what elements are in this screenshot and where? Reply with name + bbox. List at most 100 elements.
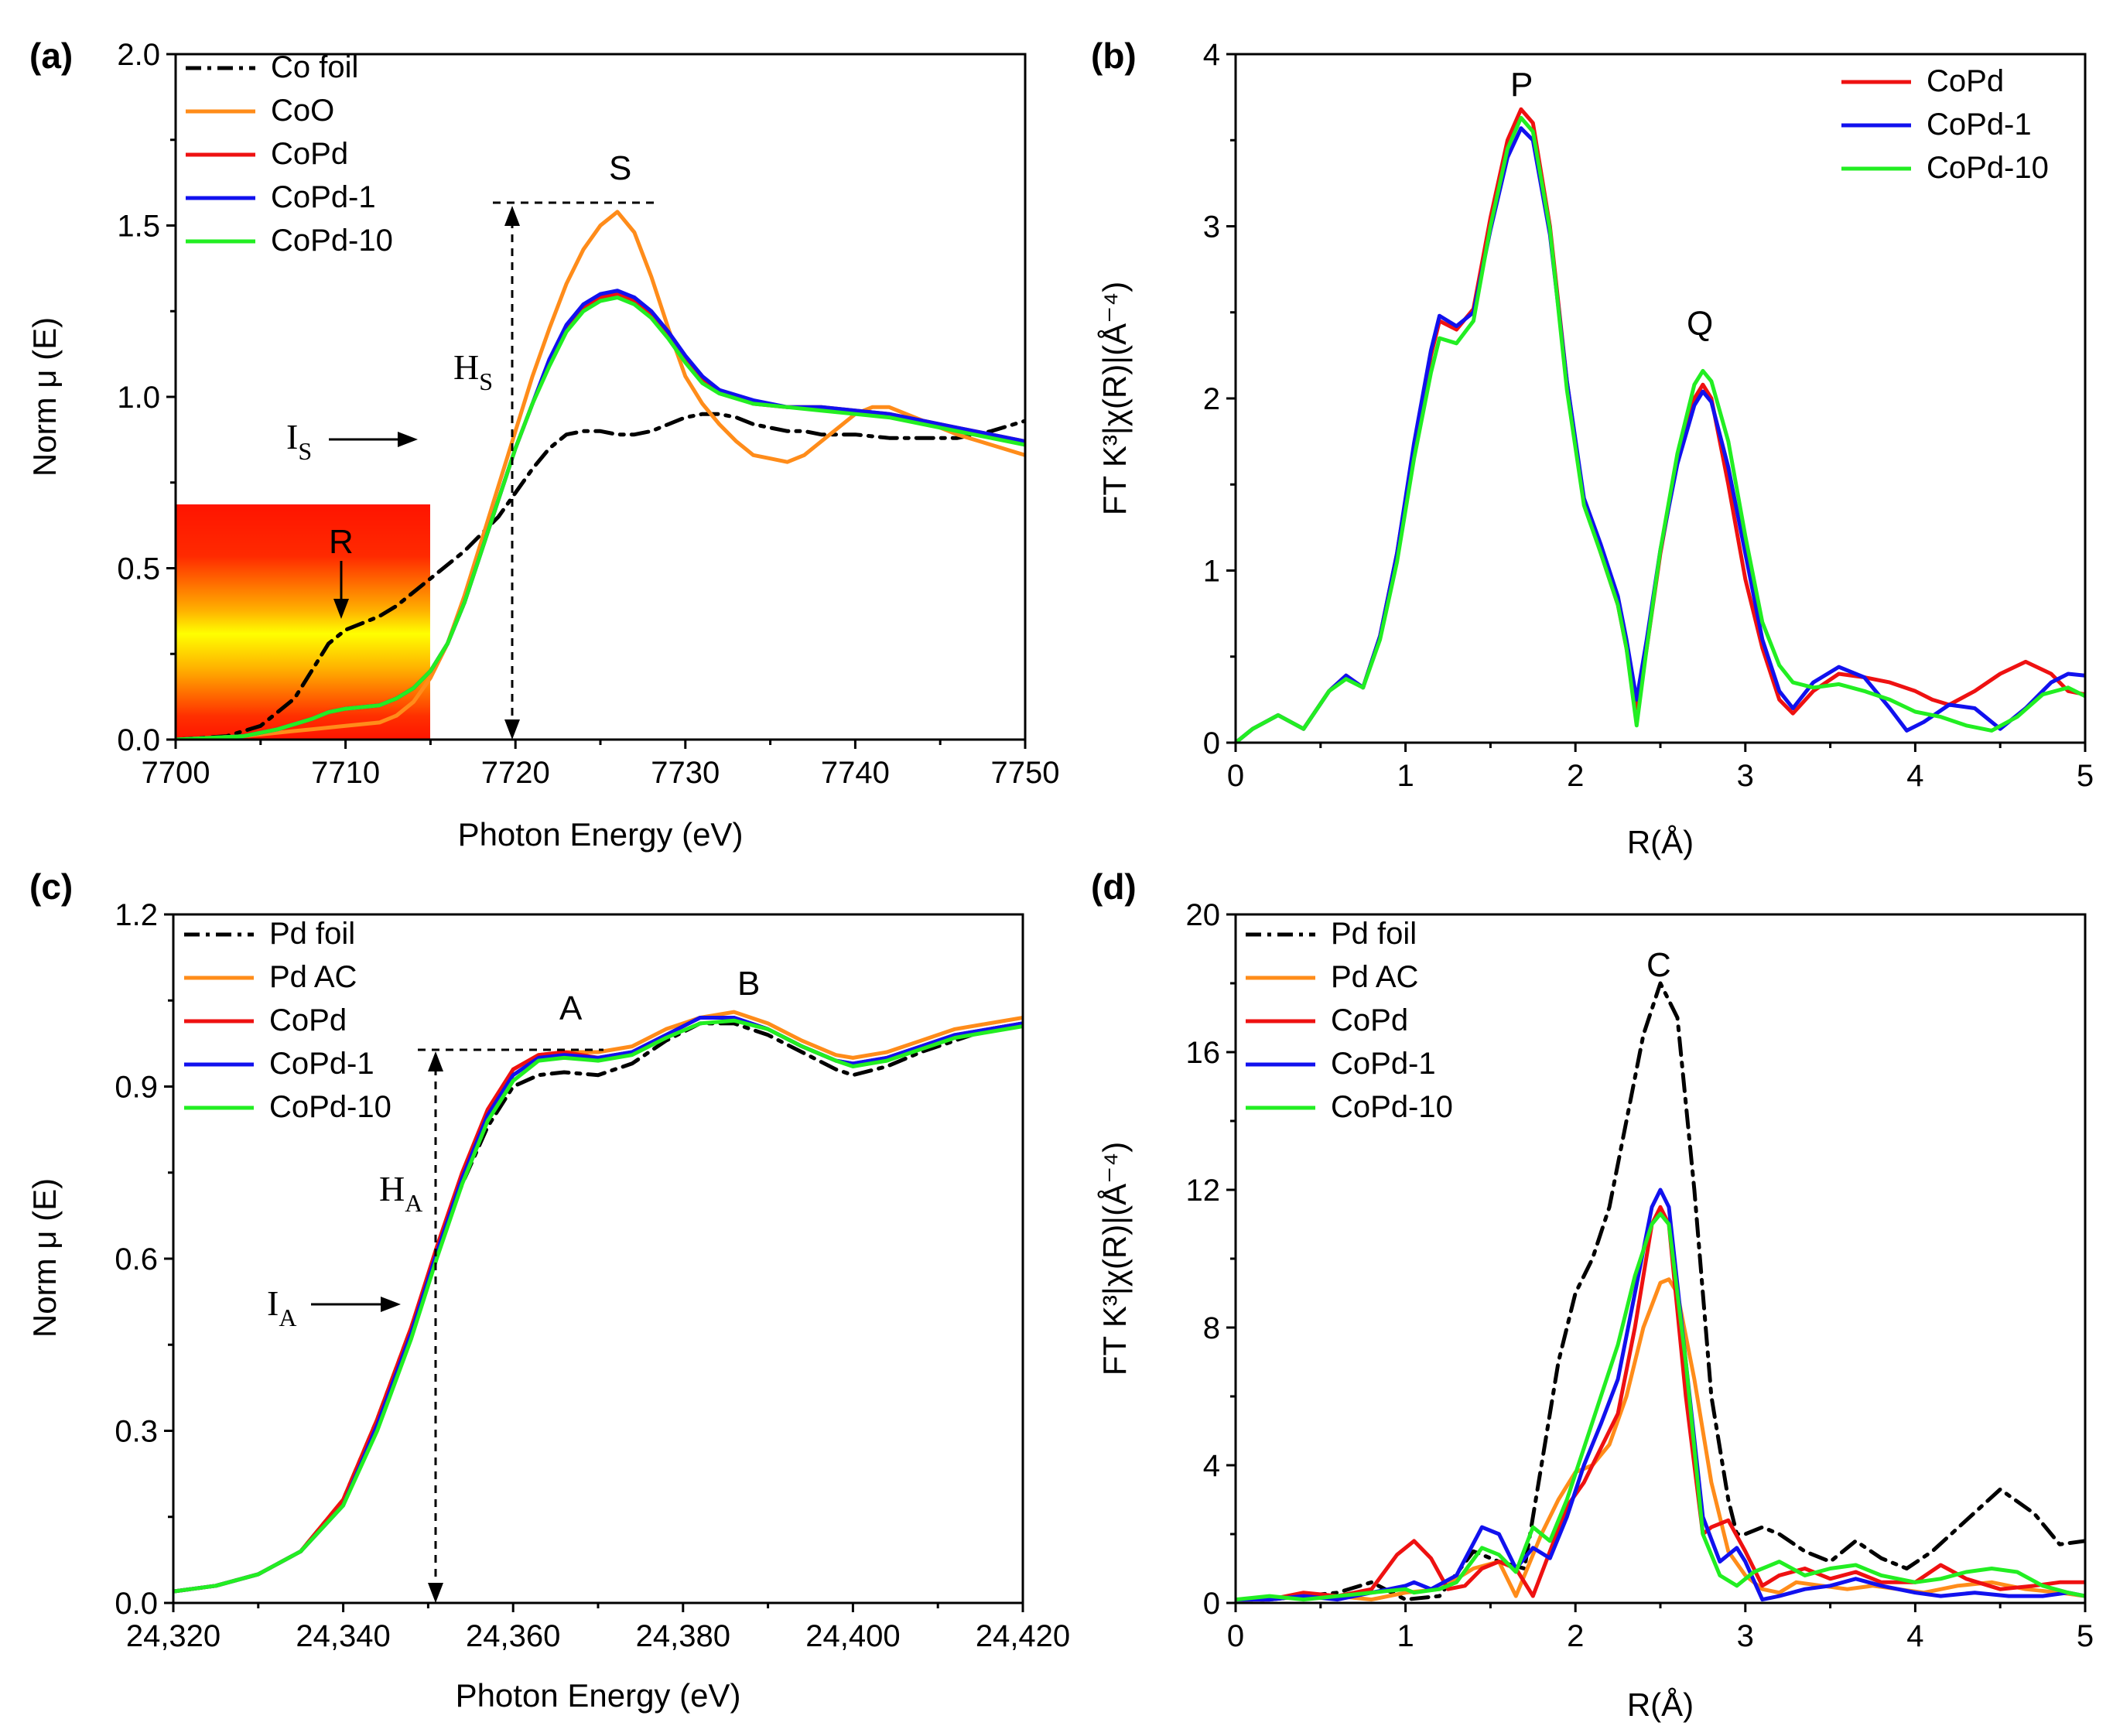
annot-q: Q [1687,305,1713,343]
panel-b-axes: 0 1 2 3 4 5 0 1 2 3 4 [1203,38,2094,793]
panel-a-xlabel: Photon Energy (eV) [458,816,744,853]
legend-label: Pd foil [269,917,355,951]
y-tick-label: 2 [1203,382,1220,416]
legend-label: CoPd-10 [269,1090,391,1124]
y-tick-label: 1.0 [117,381,160,415]
annot-ha-sub: A [405,1189,422,1217]
x-tick-label: 7730 [651,756,720,790]
x-tick-label: 1 [1397,759,1414,793]
x-tick-label: 7740 [821,756,890,790]
series-line-copd-1 [1236,126,2085,743]
r-arrow-head-icon [333,599,349,619]
annot-ia-main: I [267,1283,279,1323]
panel-c-plot [173,1010,1023,1594]
panel-c-label: (c) [29,866,73,907]
annot-c: C [1646,946,1671,984]
panel-d-legend: Pd foil Pd AC CoPd CoPd-1 CoPd-10 [1246,917,1453,1124]
panel-c-legend: Pd foil Pd AC CoPd CoPd-1 CoPd-10 [184,917,391,1124]
legend-label: CoPd-10 [271,224,393,258]
y-tick-label: 16 [1186,1036,1221,1070]
y-tick-label: 20 [1186,898,1221,932]
x-tick-label: 24,360 [466,1619,560,1653]
y-tick-label: 0 [1203,1587,1220,1621]
annot-p: P [1510,66,1533,104]
panel-c-xlabel: Photon Energy (eV) [456,1677,741,1714]
legend-label: Co foil [271,50,358,84]
annot-is: IS [286,417,312,465]
legend-label: CoPd [1927,64,2004,98]
x-tick-label: 3 [1737,759,1754,793]
annot-b: B [737,965,760,1003]
series-line-copd [1236,107,2085,743]
panel-a-highlight [176,504,430,740]
y-tick-label: 0.9 [115,1071,158,1105]
x-tick-label: 1 [1397,1619,1414,1653]
x-tick-label: 4 [1906,759,1923,793]
legend-label: CoPd-1 [271,180,376,214]
panel-d-xlabel: R(Å) [1627,1686,1694,1723]
annot-is-main: I [286,417,298,456]
ia-arrow-head-icon [381,1297,401,1312]
panel-b-label: (b) [1091,36,1137,76]
annot-is-sub: S [298,437,312,465]
x-tick-label: 24,420 [976,1619,1070,1653]
annot-ha: HA [379,1169,422,1217]
series-line-pd-ac [1236,1277,2085,1602]
series-line-copd-10 [1236,1211,2085,1602]
legend-label: CoPd-1 [269,1047,374,1081]
x-tick-label: 7750 [991,756,1060,790]
annot-a: A [559,989,583,1027]
x-tick-label: 24,340 [296,1619,390,1653]
panel-a-axes: 7700 7710 7720 7730 7740 7750 0.0 0.5 1.0 1.5 2.0 [117,38,1059,790]
series-line-coo [176,210,1025,740]
y-tick-label: 1 [1203,555,1220,589]
series-line-copd-10 [1236,115,2085,743]
annot-s: S [609,149,631,187]
legend-label: CoPd [269,1003,347,1037]
y-tick-label: 12 [1186,1174,1221,1208]
legend-label: CoO [271,94,334,128]
panel-b-legend: CoPd CoPd-1 CoPd-10 [1841,64,2049,185]
legend-label: CoPd-1 [1927,108,2032,142]
x-tick-label: 24,320 [126,1619,221,1653]
y-tick-label: 0.6 [115,1242,158,1276]
x-tick-label: 2 [1567,1619,1584,1653]
y-tick-label: 0 [1203,726,1220,760]
panel-a: 7700 7710 7720 7730 7740 77500.00.51.01.52.0 … [26,36,1059,853]
legend-label: CoPd [1331,1003,1408,1037]
annot-hs: HS [453,347,493,395]
legend-label: CoPd-10 [1927,151,2049,185]
panel-b-plot [1236,107,2085,743]
legend-label: CoPd [271,137,348,171]
y-tick-label: 0.3 [115,1415,158,1449]
x-tick-label: 7710 [311,756,380,790]
panel-a-label: (a) [29,36,73,76]
y-tick-label: 8 [1203,1311,1220,1345]
annot-ia: IA [267,1283,296,1331]
x-tick-label: 7700 [142,756,210,790]
ha-arrow-up-icon [428,1051,443,1071]
panel-b-xlabel: R(Å) [1627,824,1694,860]
panel-d-ylabel: FT K³|χ(R)|(Å⁻⁴) [1096,1142,1133,1376]
x-tick-label: 0 [1227,759,1244,793]
annot-hs-sub: S [479,367,493,395]
y-tick-label: 0.0 [117,723,160,757]
series-line-copd [1236,1205,2085,1602]
y-tick-label: 3 [1203,210,1220,244]
series-line-copd-10 [173,1018,1023,1594]
annot-r: R [329,523,354,561]
is-arrow-head-icon [398,432,418,447]
panel-b: 0 1 2 3 4 5 0 1 2 3 4 (b) R(Å) FT K³|χ(R)|(Å⁻⁴) Co… [1091,36,2094,860]
x-tick-label: 24,400 [805,1619,900,1653]
x-tick-label: 5 [2077,1619,2094,1653]
panel-c-annotations: A B HA IA [267,965,760,1603]
y-tick-label: 0.0 [115,1587,158,1621]
y-tick-label: 1.2 [115,898,158,932]
series-line-co-foil [176,412,1025,740]
legend-label: CoPd-1 [1331,1047,1436,1081]
x-tick-label: 4 [1906,1619,1923,1653]
x-tick-label: 2 [1567,759,1584,793]
x-tick-label: 7720 [481,756,550,790]
